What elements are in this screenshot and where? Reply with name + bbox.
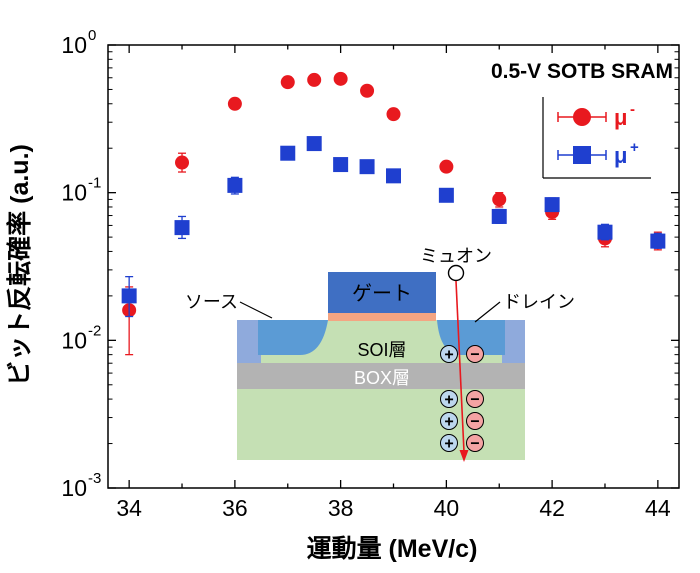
data-point bbox=[227, 177, 243, 193]
y-tick-exponent: 0 bbox=[88, 27, 96, 44]
y-tick-exponent: -2 bbox=[88, 322, 101, 339]
data-point bbox=[386, 107, 401, 122]
drain-label: ドレイン bbox=[503, 292, 575, 312]
electron-charge bbox=[466, 390, 484, 408]
drain-region bbox=[437, 320, 505, 355]
hole-charge bbox=[440, 390, 458, 408]
hole-sign: + bbox=[444, 436, 453, 453]
x-tick-label: 34 bbox=[116, 495, 142, 521]
gate-oxide bbox=[328, 313, 436, 321]
y-axis-title: ビット反転確率 (a.u.) bbox=[5, 144, 34, 386]
hole-sign: + bbox=[444, 414, 453, 431]
electron-sign: − bbox=[470, 392, 479, 409]
muon-particle bbox=[447, 264, 465, 282]
drain-leader-line bbox=[474, 301, 501, 323]
x-tick-label: 44 bbox=[645, 495, 671, 521]
box-label: BOX層 bbox=[354, 368, 410, 388]
data-point bbox=[360, 83, 375, 98]
y-tick-label: 10 bbox=[61, 475, 87, 501]
legend-marker-square bbox=[573, 146, 591, 164]
electron-sign: − bbox=[470, 347, 479, 364]
data-point bbox=[439, 159, 454, 174]
y-tick-label: 10 bbox=[61, 180, 87, 206]
data-point bbox=[650, 233, 666, 249]
x-tick-label: 40 bbox=[434, 495, 460, 521]
legend-label-sup: - bbox=[630, 101, 635, 118]
electron-charge bbox=[466, 412, 484, 430]
legend: μ -μ + bbox=[542, 97, 651, 179]
data-point bbox=[333, 157, 349, 173]
data-point bbox=[307, 72, 322, 87]
x-tick-label: 42 bbox=[539, 495, 565, 521]
x-axis-title: 運動量 (MeV/c) bbox=[307, 535, 478, 563]
electron-charge bbox=[466, 345, 484, 363]
data-point bbox=[121, 288, 137, 304]
source-label: ソース bbox=[185, 292, 238, 312]
soi-label: SOI層 bbox=[357, 340, 406, 360]
electron-charge bbox=[466, 434, 484, 452]
hole-charge bbox=[440, 434, 458, 452]
hole-sign: + bbox=[444, 347, 453, 364]
electron-sign: − bbox=[470, 436, 479, 453]
hole-charge bbox=[440, 412, 458, 430]
data-point bbox=[333, 71, 348, 86]
data-point bbox=[438, 187, 454, 203]
data-point bbox=[386, 168, 401, 184]
data-point bbox=[597, 224, 613, 240]
data-point bbox=[491, 208, 507, 224]
data-series bbox=[121, 71, 666, 356]
gate-electrode bbox=[328, 272, 436, 313]
data-point bbox=[174, 220, 190, 236]
data-point bbox=[280, 75, 295, 90]
legend-label-sup: + bbox=[630, 139, 639, 156]
data-point bbox=[227, 96, 242, 111]
electron-sign: − bbox=[470, 414, 479, 431]
muon-track-arrowhead bbox=[459, 450, 469, 462]
series-square bbox=[121, 136, 666, 318]
x-tick-label: 38 bbox=[328, 495, 354, 521]
muon-track bbox=[455, 280, 465, 453]
hole-sign: + bbox=[444, 392, 453, 409]
drain-contact bbox=[502, 320, 525, 363]
charge-pairs: + −+ −+ −+ − bbox=[440, 345, 484, 453]
source-leader-line bbox=[239, 301, 273, 319]
hole-charge bbox=[440, 345, 458, 363]
data-point bbox=[175, 155, 190, 170]
device-cross-section-inset: ゲート SOI層 BOX層 ソース ドレイン ミュオン + −+ −+ −+ − bbox=[185, 246, 575, 462]
box-layer bbox=[237, 362, 525, 389]
legend-label: μ bbox=[614, 143, 627, 168]
chart-title: 0.5-V SOTB SRAM bbox=[491, 60, 673, 83]
source-region bbox=[258, 320, 328, 355]
data-point bbox=[280, 145, 296, 161]
legend-label: μ bbox=[614, 105, 627, 130]
x-tick-label: 36 bbox=[222, 495, 248, 521]
legend-marker-circle bbox=[573, 108, 591, 126]
data-point bbox=[359, 159, 375, 175]
gate-label: ゲート bbox=[352, 282, 412, 305]
data-point bbox=[544, 197, 560, 213]
y-tick-label: 10 bbox=[61, 32, 87, 58]
y-tick-exponent: -3 bbox=[88, 470, 101, 487]
y-tick-label: 10 bbox=[61, 327, 87, 353]
data-point bbox=[306, 136, 322, 152]
muon-label: ミュオン bbox=[420, 246, 492, 266]
data-point bbox=[492, 192, 507, 207]
y-tick-exponent: -1 bbox=[88, 175, 101, 192]
source-contact bbox=[237, 320, 261, 363]
